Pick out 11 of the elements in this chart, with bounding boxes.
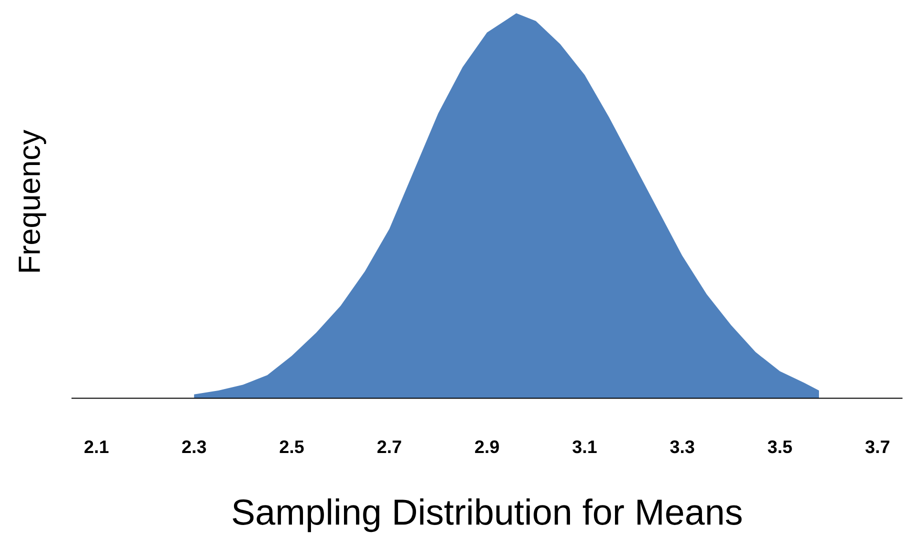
x-tick-label: 2.9 (475, 440, 499, 454)
y-axis-title: Frequency (18, 130, 46, 272)
x-tick-label: 2.5 (280, 440, 304, 454)
x-tick-label: 3.5 (768, 440, 792, 454)
x-tick-label: 2.1 (84, 440, 109, 454)
x-tick-label: 3.7 (865, 440, 890, 454)
x-tick-label: 2.3 (182, 440, 206, 454)
x-tick-label: 3.1 (572, 440, 597, 454)
x-axis-title: Sampling Distribution for Means (232, 498, 742, 532)
x-tick-label: 3.3 (670, 440, 694, 454)
x-tick-label: 2.7 (377, 440, 402, 454)
